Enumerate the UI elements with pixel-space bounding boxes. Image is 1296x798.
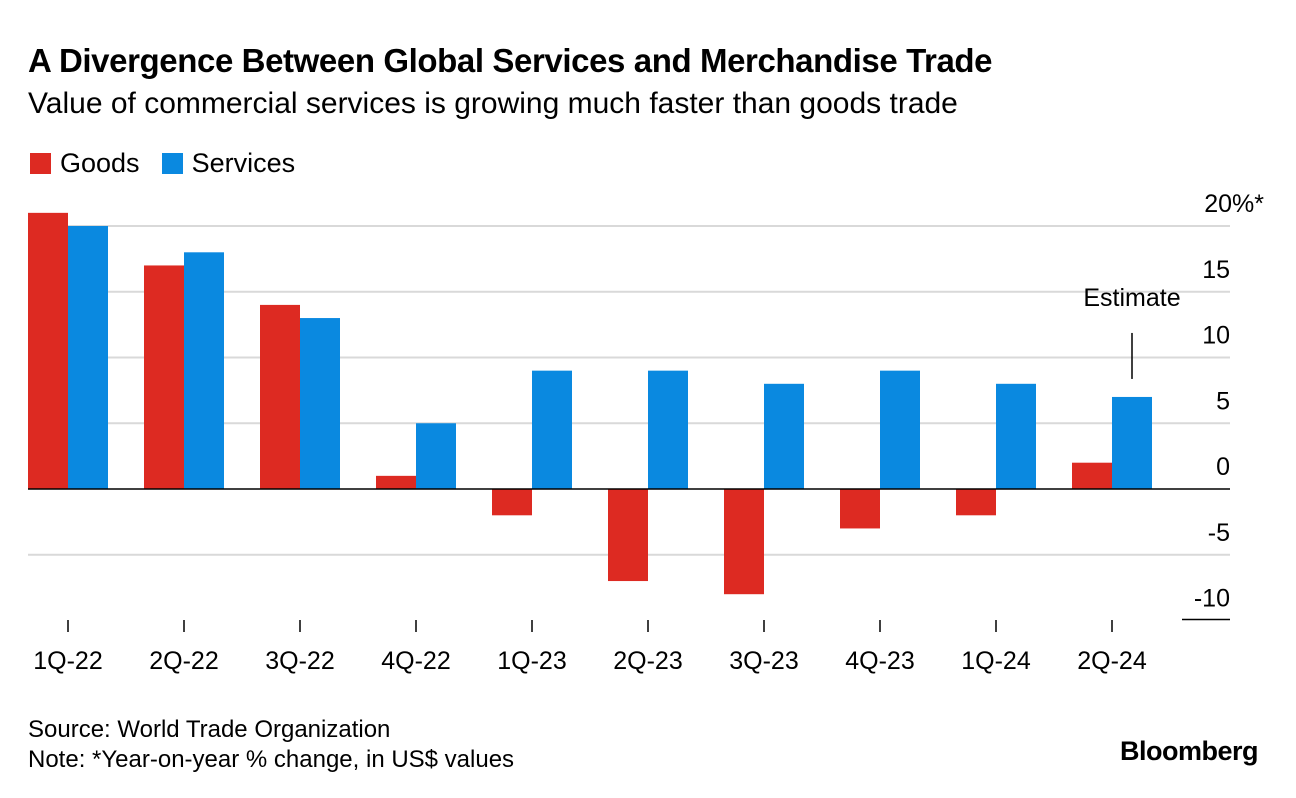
footnote: Note: *Year-on-year % change, in US$ val… bbox=[28, 746, 515, 773]
bar-services-1Q-22 bbox=[68, 226, 108, 489]
y-tick-label: -5 bbox=[1208, 519, 1230, 547]
bar-goods-1Q-22 bbox=[28, 212, 68, 489]
bloomberg-logo: Bloomberg bbox=[1119, 736, 1259, 766]
bar-goods-3Q-22 bbox=[260, 304, 300, 489]
bar-goods-3Q-23 bbox=[724, 489, 764, 595]
source-note: Source: World Trade Organization bbox=[28, 716, 391, 743]
legend-swatch-goods bbox=[30, 153, 51, 174]
bar-services-3Q-23 bbox=[764, 383, 804, 489]
x-tick-label: 1Q-22 bbox=[33, 647, 102, 675]
bar-services-2Q-23 bbox=[648, 370, 688, 489]
x-tick-label: 2Q-22 bbox=[149, 647, 218, 675]
chart-title: A Divergence Between Global Services and… bbox=[28, 42, 993, 79]
bar-goods-2Q-24 bbox=[1072, 462, 1112, 489]
bar-services-1Q-23 bbox=[532, 370, 572, 489]
bar-goods-1Q-23 bbox=[492, 489, 532, 516]
bar-goods-1Q-24 bbox=[956, 489, 996, 516]
annotation-label: Estimate bbox=[1083, 284, 1180, 312]
legend-label-goods: Goods bbox=[60, 148, 140, 178]
y-tick-label: 0 bbox=[1216, 453, 1230, 481]
legend-item-services: Services bbox=[161, 148, 296, 179]
bar-goods-2Q-22 bbox=[144, 265, 184, 489]
y-tick-label: 20%* bbox=[1204, 190, 1264, 218]
x-tick-label: 1Q-23 bbox=[497, 647, 566, 675]
y-tick-label: 15 bbox=[1202, 256, 1230, 284]
bar-services-1Q-24 bbox=[996, 383, 1036, 489]
x-tick-label: 4Q-23 bbox=[845, 647, 914, 675]
chart-subtitle: Value of commercial services is growing … bbox=[28, 87, 958, 120]
y-tick-label: -10 bbox=[1194, 585, 1230, 613]
bar-services-2Q-22 bbox=[184, 252, 224, 489]
legend-label-services: Services bbox=[191, 148, 296, 178]
labels: 20%* 15 10 5 0 -5 -10 1Q-22 2Q-22 3Q-22 4Q-22 1Q-23… bbox=[33, 190, 1264, 675]
axes bbox=[28, 488, 1230, 632]
y-tick-label: 5 bbox=[1216, 387, 1230, 415]
y-tick-label: 10 bbox=[1202, 322, 1230, 350]
bar-goods-4Q-23 bbox=[840, 489, 880, 529]
bars bbox=[28, 212, 1152, 595]
x-tick-label: 3Q-23 bbox=[729, 647, 798, 675]
bar-goods-4Q-22 bbox=[376, 475, 416, 489]
legend: Goods Services bbox=[30, 148, 317, 179]
x-tick-label: 4Q-22 bbox=[381, 647, 450, 675]
bar-services-2Q-24 bbox=[1112, 396, 1152, 489]
bar-services-4Q-23 bbox=[880, 370, 920, 489]
legend-item-goods: Goods bbox=[30, 148, 140, 179]
gridlines bbox=[28, 225, 1230, 556]
x-tick-label: 1Q-24 bbox=[961, 647, 1031, 675]
x-tick-label: 2Q-23 bbox=[613, 647, 682, 675]
bar-services-3Q-22 bbox=[300, 318, 340, 489]
bar-goods-2Q-23 bbox=[608, 489, 648, 582]
legend-swatch-services bbox=[161, 153, 183, 174]
bar-services-4Q-22 bbox=[416, 423, 456, 489]
x-tick-label: 3Q-22 bbox=[265, 647, 334, 675]
x-tick-label: 2Q-24 bbox=[1077, 647, 1147, 675]
